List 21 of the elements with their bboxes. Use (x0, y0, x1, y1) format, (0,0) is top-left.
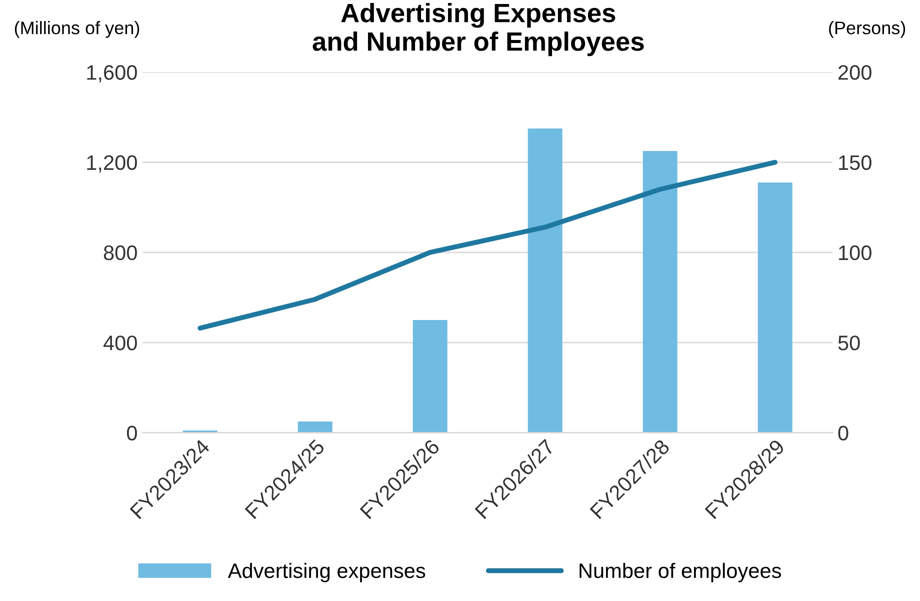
y-tick-label: 800 (104, 245, 137, 260)
y-tick-label: 0 (126, 426, 137, 440)
y-tick-label: 1,200 (87, 155, 137, 172)
y2-tick-label: 50 (838, 336, 860, 350)
bar (758, 182, 792, 433)
bar (298, 421, 332, 433)
bar (528, 128, 562, 433)
chart-title: Advertising Expenses and Number of Employees (312, 3, 644, 56)
y2-tick-label: 200 (838, 65, 872, 80)
y-tick-label: 1,600 (87, 65, 137, 82)
bar (642, 151, 678, 433)
legend-label: Number of employees (580, 562, 781, 582)
y2-tick-label: 0 (838, 426, 848, 440)
legend-label: Advertising expenses (228, 562, 426, 582)
y-tick-label: 400 (103, 336, 137, 350)
line-series (198, 160, 778, 331)
y-axis-title: (Millions of yen) (14, 21, 140, 38)
bar (412, 320, 448, 433)
y2-tick-label: 100 (839, 245, 872, 260)
y2-axis-title: (Persons) (829, 21, 906, 38)
y2-tick-label: 150 (839, 155, 872, 170)
